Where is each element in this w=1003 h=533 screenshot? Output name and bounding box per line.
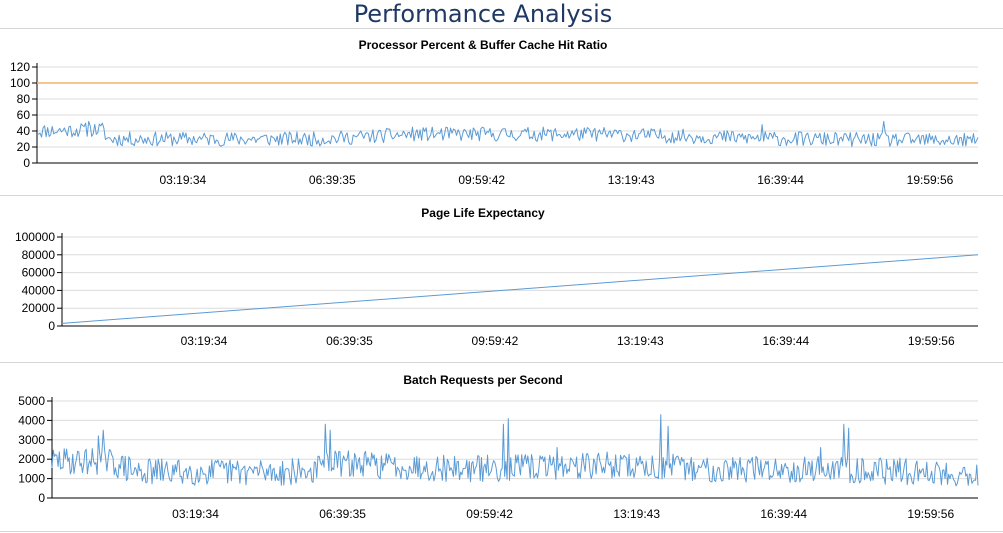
- chart-batch: 0 1000 2000 3000 4000 5000 03:19:34 06:39:35 09:…: [18, 394, 979, 521]
- x-tick-label: 19:59:56: [907, 507, 954, 521]
- x-tick-label: 19:59:56: [907, 173, 954, 187]
- x-tick-label: 09:59:42: [472, 334, 519, 348]
- chart-panel-batch: Batch Requests per Second 0 1000 2000 3000 4…: [0, 363, 1003, 531]
- x-tick-label: 19:59:56: [908, 334, 955, 348]
- x-tick-label: 09:59:42: [458, 173, 505, 187]
- x-tick-label: 16:39:44: [757, 173, 804, 187]
- y-tick-label: 4000: [18, 413, 45, 427]
- x-tick-label: 03:19:34: [172, 507, 219, 521]
- x-tick-label: 09:59:42: [466, 507, 513, 521]
- y-tick-label: 0: [48, 319, 55, 333]
- series-line: [61, 254, 979, 324]
- x-tick-label: 03:19:34: [159, 173, 206, 187]
- y-tick-label: 60000: [22, 266, 56, 280]
- title-divider: [0, 28, 1003, 29]
- x-tick-label: 06:39:35: [319, 507, 366, 521]
- y-tick-label: 80000: [22, 248, 56, 262]
- y-tick-label: 80: [17, 92, 31, 106]
- x-tick-label: 13:19:43: [617, 334, 664, 348]
- y-tick-label: 20: [17, 140, 31, 154]
- chart-title-batch: Batch Requests per Second: [403, 373, 563, 387]
- panel-divider-3: [0, 531, 1003, 532]
- panel-divider-1: [0, 195, 1003, 196]
- y-tick-label: 1000: [18, 472, 45, 486]
- chart-panel-cpu: Processor Percent & Buffer Cache Hit Rat…: [0, 29, 1003, 194]
- chart-ple: 0 20000 40000 60000 80000 100000 03:19:34 06:39…: [15, 230, 979, 348]
- chart-panel-ple: Page Life Expectancy 0 20000 40000 60000 800…: [0, 196, 1003, 361]
- chart-title-ple: Page Life Expectancy: [421, 206, 545, 220]
- y-tick-label: 100: [10, 76, 30, 90]
- y-tick-label: 20000: [22, 301, 56, 315]
- x-tick-label: 16:39:44: [762, 334, 809, 348]
- series-line: [51, 414, 979, 487]
- x-tick-label: 13:19:43: [613, 507, 660, 521]
- panel-divider-2: [0, 362, 1003, 363]
- chart-cpu: 0 20 40 60 80 100 120 03:19:34 06:39:35 09:59:42 1…: [10, 60, 979, 187]
- page-title: Performance Analysis: [353, 0, 613, 28]
- y-tick-label: 3000: [18, 433, 45, 447]
- x-tick-label: 06:39:35: [326, 334, 373, 348]
- x-tick-label: 06:39:35: [309, 173, 356, 187]
- y-tick-label: 60: [17, 108, 31, 122]
- y-tick-label: 2000: [18, 452, 45, 466]
- y-tick-label: 5000: [18, 394, 45, 408]
- y-tick-label: 40: [17, 124, 31, 138]
- y-tick-label: 40000: [22, 283, 56, 297]
- y-tick-label: 0: [23, 156, 30, 170]
- series-line: [36, 120, 979, 147]
- y-tick-label: 100000: [15, 230, 55, 244]
- x-tick-label: 13:19:43: [608, 173, 655, 187]
- x-tick-label: 03:19:34: [181, 334, 228, 348]
- y-tick-label: 0: [38, 491, 45, 505]
- y-tick-label: 120: [10, 60, 30, 74]
- x-tick-label: 16:39:44: [760, 507, 807, 521]
- chart-title-cpu: Processor Percent & Buffer Cache Hit Rat…: [358, 38, 608, 52]
